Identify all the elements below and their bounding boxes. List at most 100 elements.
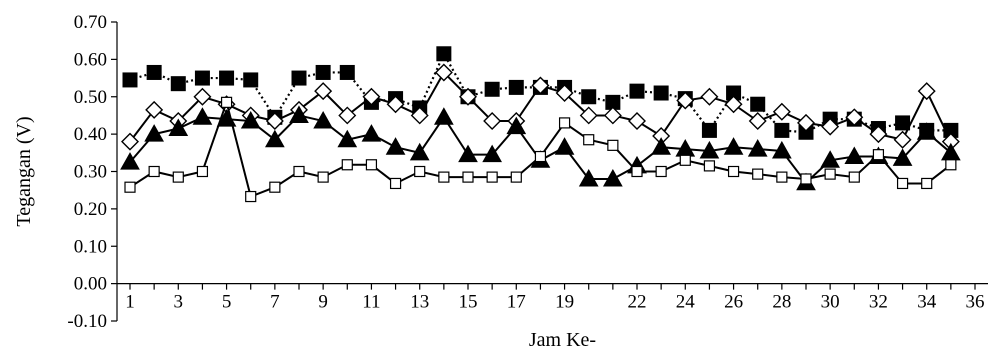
data-point — [872, 149, 885, 161]
x-tick-label: 36 — [966, 292, 985, 313]
data-point — [219, 70, 235, 86]
data-point — [581, 89, 597, 105]
series-3 — [120, 105, 961, 191]
data-point — [361, 124, 382, 142]
data-point — [554, 137, 575, 155]
data-point — [240, 111, 261, 129]
data-point — [699, 140, 720, 159]
data-point — [436, 46, 452, 62]
data-point — [172, 171, 184, 183]
data-point — [317, 171, 329, 183]
data-point — [434, 107, 454, 125]
data-point — [245, 190, 257, 203]
x-tick-label: 9 — [318, 292, 328, 313]
data-point — [243, 72, 259, 88]
data-point — [193, 87, 212, 106]
series-2 — [121, 63, 960, 151]
data-point — [220, 96, 233, 108]
x-tick-label: 7 — [270, 292, 280, 313]
y-tick-label: 0.20 — [74, 199, 107, 220]
data-point — [462, 171, 474, 183]
series-layer — [120, 46, 961, 203]
data-point — [579, 106, 598, 125]
data-point — [748, 112, 767, 131]
x-tick-label: 1 — [125, 292, 135, 313]
axes — [116, 22, 988, 321]
data-point — [945, 159, 957, 171]
data-point — [483, 112, 502, 131]
data-point — [315, 64, 331, 80]
data-point — [701, 122, 717, 138]
data-point — [341, 159, 353, 171]
data-point — [845, 108, 864, 127]
data-point — [409, 142, 430, 161]
y-tick-label: 0.30 — [74, 162, 107, 183]
data-point — [750, 96, 766, 112]
data-point — [121, 132, 139, 151]
data-point — [844, 146, 865, 165]
data-point — [120, 152, 140, 170]
data-point — [700, 87, 719, 106]
y-tick-label: -0.10 — [67, 311, 107, 332]
x-tick-label: 34 — [917, 292, 937, 313]
data-point — [486, 171, 498, 183]
data-point — [603, 168, 623, 187]
x-tick-label: 32 — [869, 292, 888, 313]
data-point — [555, 84, 574, 103]
x-tick-label: 24 — [676, 292, 696, 313]
x-axis-title: Jam Ke- — [529, 329, 596, 351]
data-point — [313, 111, 333, 129]
data-point — [168, 118, 189, 137]
data-point — [747, 139, 768, 157]
data-point — [144, 124, 164, 142]
data-point — [265, 129, 285, 148]
data-point — [291, 70, 307, 86]
data-point — [506, 116, 527, 135]
data-point — [651, 137, 671, 155]
x-tick-label: 17 — [507, 292, 526, 313]
data-point — [389, 177, 402, 190]
data-point — [484, 81, 500, 97]
data-point — [386, 95, 405, 114]
data-point — [607, 139, 619, 151]
y-ticks: -0.10 0.00 0.10 0.20 0.30 0.40 0.50 0.60 0.70 — [67, 12, 117, 332]
data-point — [921, 177, 933, 190]
x-tick-label: 5 — [222, 292, 232, 313]
x-tick-label: 3 — [174, 292, 184, 313]
y-tick-label: 0.70 — [74, 12, 107, 33]
data-point — [727, 165, 740, 178]
data-point — [289, 105, 309, 123]
data-point — [362, 87, 381, 106]
data-point — [338, 106, 357, 125]
data-point — [196, 165, 209, 178]
data-point — [703, 160, 716, 172]
data-point — [631, 165, 643, 178]
data-point — [265, 112, 284, 131]
x-tick-label: 11 — [362, 292, 380, 313]
y-tick-label: 0.50 — [74, 87, 107, 108]
data-point — [293, 165, 305, 178]
data-point — [192, 107, 213, 125]
data-point — [752, 168, 764, 180]
data-point — [339, 64, 355, 80]
data-point — [772, 102, 791, 121]
data-point — [869, 125, 888, 144]
data-point — [578, 168, 599, 187]
data-point — [385, 137, 406, 155]
data-point — [676, 91, 695, 110]
data-point — [603, 106, 622, 125]
data-point — [124, 181, 136, 193]
data-point — [510, 171, 522, 183]
data-point — [314, 82, 333, 101]
data-point — [194, 70, 210, 86]
data-point — [122, 72, 138, 88]
data-point — [800, 173, 812, 185]
y-tick-label: 0.60 — [74, 49, 107, 70]
data-point — [655, 165, 667, 178]
x-tick-label: 26 — [724, 292, 743, 313]
data-point — [337, 129, 358, 148]
data-point — [724, 95, 743, 114]
data-point — [776, 171, 788, 183]
data-point — [774, 122, 790, 138]
